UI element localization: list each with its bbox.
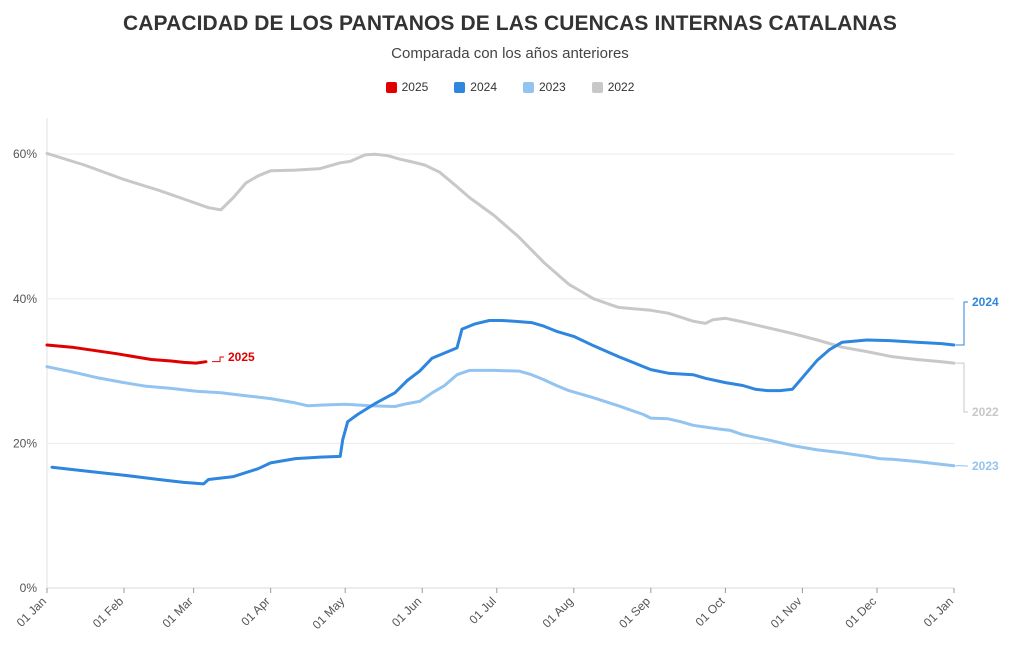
end-label-connector-2022 — [956, 362, 968, 413]
y-tick-label: 0% — [20, 581, 38, 595]
x-tick-label: 01 May — [310, 594, 348, 632]
legend-label-2023: 2023 — [539, 80, 566, 94]
y-tick-label: 20% — [13, 436, 37, 450]
series-line-2022 — [45, 151, 956, 365]
legend-item-2025[interactable]: 2025 — [385, 80, 429, 94]
x-tick-label: 01 Mar — [159, 594, 195, 630]
end-label-2024: 2024 — [972, 295, 999, 309]
x-tick-label: 01 Sep — [616, 594, 653, 631]
end-label-connector-2024 — [956, 301, 968, 346]
chart-title: CAPACIDAD DE LOS PANTANOS DE LAS CUENCAS… — [123, 12, 897, 35]
legend-swatch-2024 — [454, 81, 466, 93]
x-tick-label: 01 Jul — [466, 594, 499, 627]
x-tick-label: 01 Oct — [693, 594, 728, 629]
legend-item-2022[interactable]: 2022 — [591, 80, 635, 94]
series-line-2023 — [45, 365, 956, 468]
x-tick-label: 01 Jan — [14, 594, 49, 629]
end-label-2023: 2023 — [972, 459, 999, 473]
legend-item-2023[interactable]: 2023 — [523, 80, 566, 94]
x-tick-label: 01 Apr — [238, 594, 272, 628]
series-line-2024 — [50, 319, 956, 486]
end-label-2025: 2025 — [228, 350, 255, 364]
legend-item-2024[interactable]: 2024 — [454, 80, 497, 94]
end-label-2022: 2022 — [972, 405, 999, 419]
legend-label-2024: 2024 — [470, 80, 497, 94]
x-tick-label: 01 Aug — [540, 594, 576, 630]
legend-swatch-2022 — [591, 81, 603, 93]
legend-label-2022: 2022 — [607, 80, 635, 94]
legend-label-2025: 2025 — [401, 80, 429, 94]
x-tick-label: 01 Jan — [921, 594, 956, 629]
x-tick-label: 01 Jun — [389, 594, 424, 629]
y-tick-label: 60% — [13, 147, 37, 161]
series-line-2025 — [45, 343, 208, 365]
chart-subtitle: Comparada con los años anteriores — [391, 45, 629, 62]
chart-legend: 2025 2024 2023 2022 — [0, 80, 1020, 94]
x-tick-label: 01 Dec — [842, 594, 879, 631]
legend-swatch-2023 — [523, 81, 534, 93]
legend-swatch-2025 — [385, 81, 397, 93]
end-label-connector-2025 — [212, 356, 224, 363]
x-tick-label: 01 Nov — [768, 594, 805, 631]
x-tick-label: 01 Feb — [90, 594, 127, 631]
y-tick-label: 40% — [13, 292, 37, 306]
